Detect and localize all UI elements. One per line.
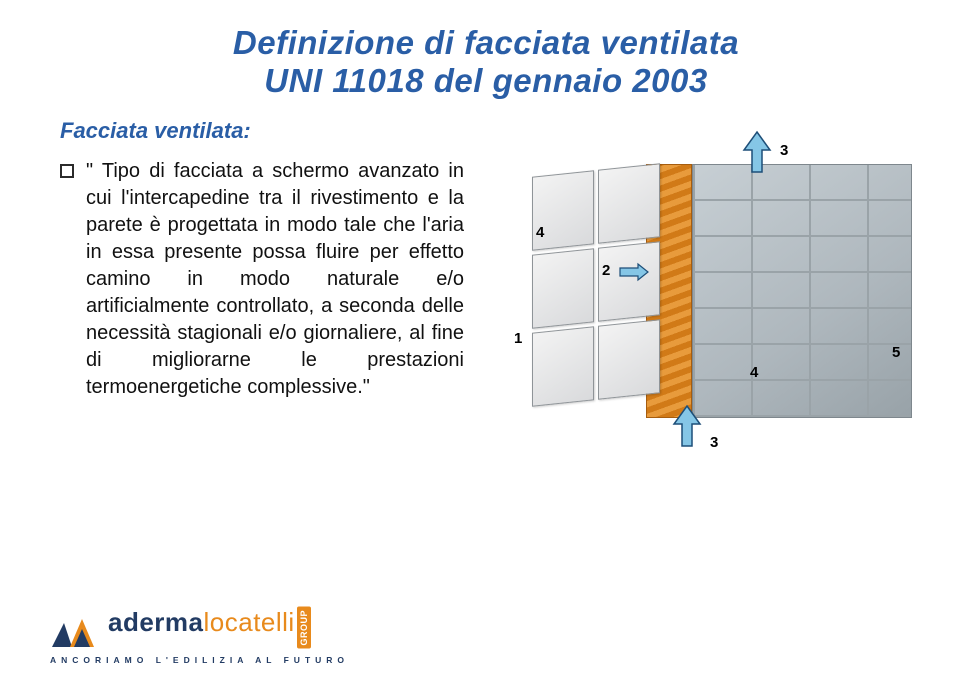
logo-wordmark: adermalocatelli GROUP — [108, 607, 311, 649]
definition-body: " Tipo di facciata a schermo avanzato in… — [86, 158, 464, 401]
logo-tagline: ANCORIAMO L'EDILIZIA AL FUTURO — [50, 655, 349, 665]
title-line-1: Definizione di facciata ventilata — [60, 24, 912, 62]
panel — [532, 326, 594, 407]
diagram-label-1: 1 — [514, 330, 522, 347]
logo-mark-icon — [50, 615, 98, 649]
panel — [598, 319, 660, 400]
arrow-up-icon — [740, 130, 774, 174]
diagram-label-3-top: 3 — [780, 142, 788, 159]
cladding-panels — [532, 163, 660, 408]
title-block: Definizione di facciata ventilata UNI 11… — [60, 24, 912, 100]
diagram-label-2: 2 — [602, 262, 610, 279]
logo-row: adermalocatelli GROUP — [50, 607, 349, 649]
arrow-up-icon — [670, 404, 704, 448]
brick-wall — [692, 164, 912, 418]
ventilated-facade-diagram: 3 3 1 2 4 4 5 — [492, 146, 912, 436]
arrow-right-icon — [618, 262, 650, 282]
bullet-item: " Tipo di facciata a schermo avanzato in… — [60, 158, 464, 401]
logo-group-badge: GROUP — [297, 607, 311, 649]
content-row: Facciata ventilata: " Tipo di facciata a… — [60, 118, 912, 436]
checkbox-bullet-icon — [60, 164, 74, 178]
slide: Definizione di facciata ventilata UNI 11… — [0, 0, 960, 685]
diagram-label-5: 5 — [892, 344, 900, 361]
title-line-2: UNI 11018 del gennaio 2003 — [60, 62, 912, 100]
diagram-label-4-right: 4 — [750, 364, 758, 381]
text-column: Facciata ventilata: " Tipo di facciata a… — [60, 118, 464, 436]
footer-logo-block: adermalocatelli GROUP ANCORIAMO L'EDILIZ… — [50, 607, 349, 665]
panel — [532, 248, 594, 329]
diagram-label-3-bottom: 3 — [710, 434, 718, 451]
logo-word-2: locatelli — [204, 607, 295, 638]
diagram-label-4-left: 4 — [536, 224, 544, 241]
section-label: Facciata ventilata: — [60, 118, 464, 144]
figure-column: 3 3 1 2 4 4 5 — [492, 118, 912, 436]
panel — [598, 163, 660, 244]
logo-word-1: aderma — [108, 607, 204, 638]
